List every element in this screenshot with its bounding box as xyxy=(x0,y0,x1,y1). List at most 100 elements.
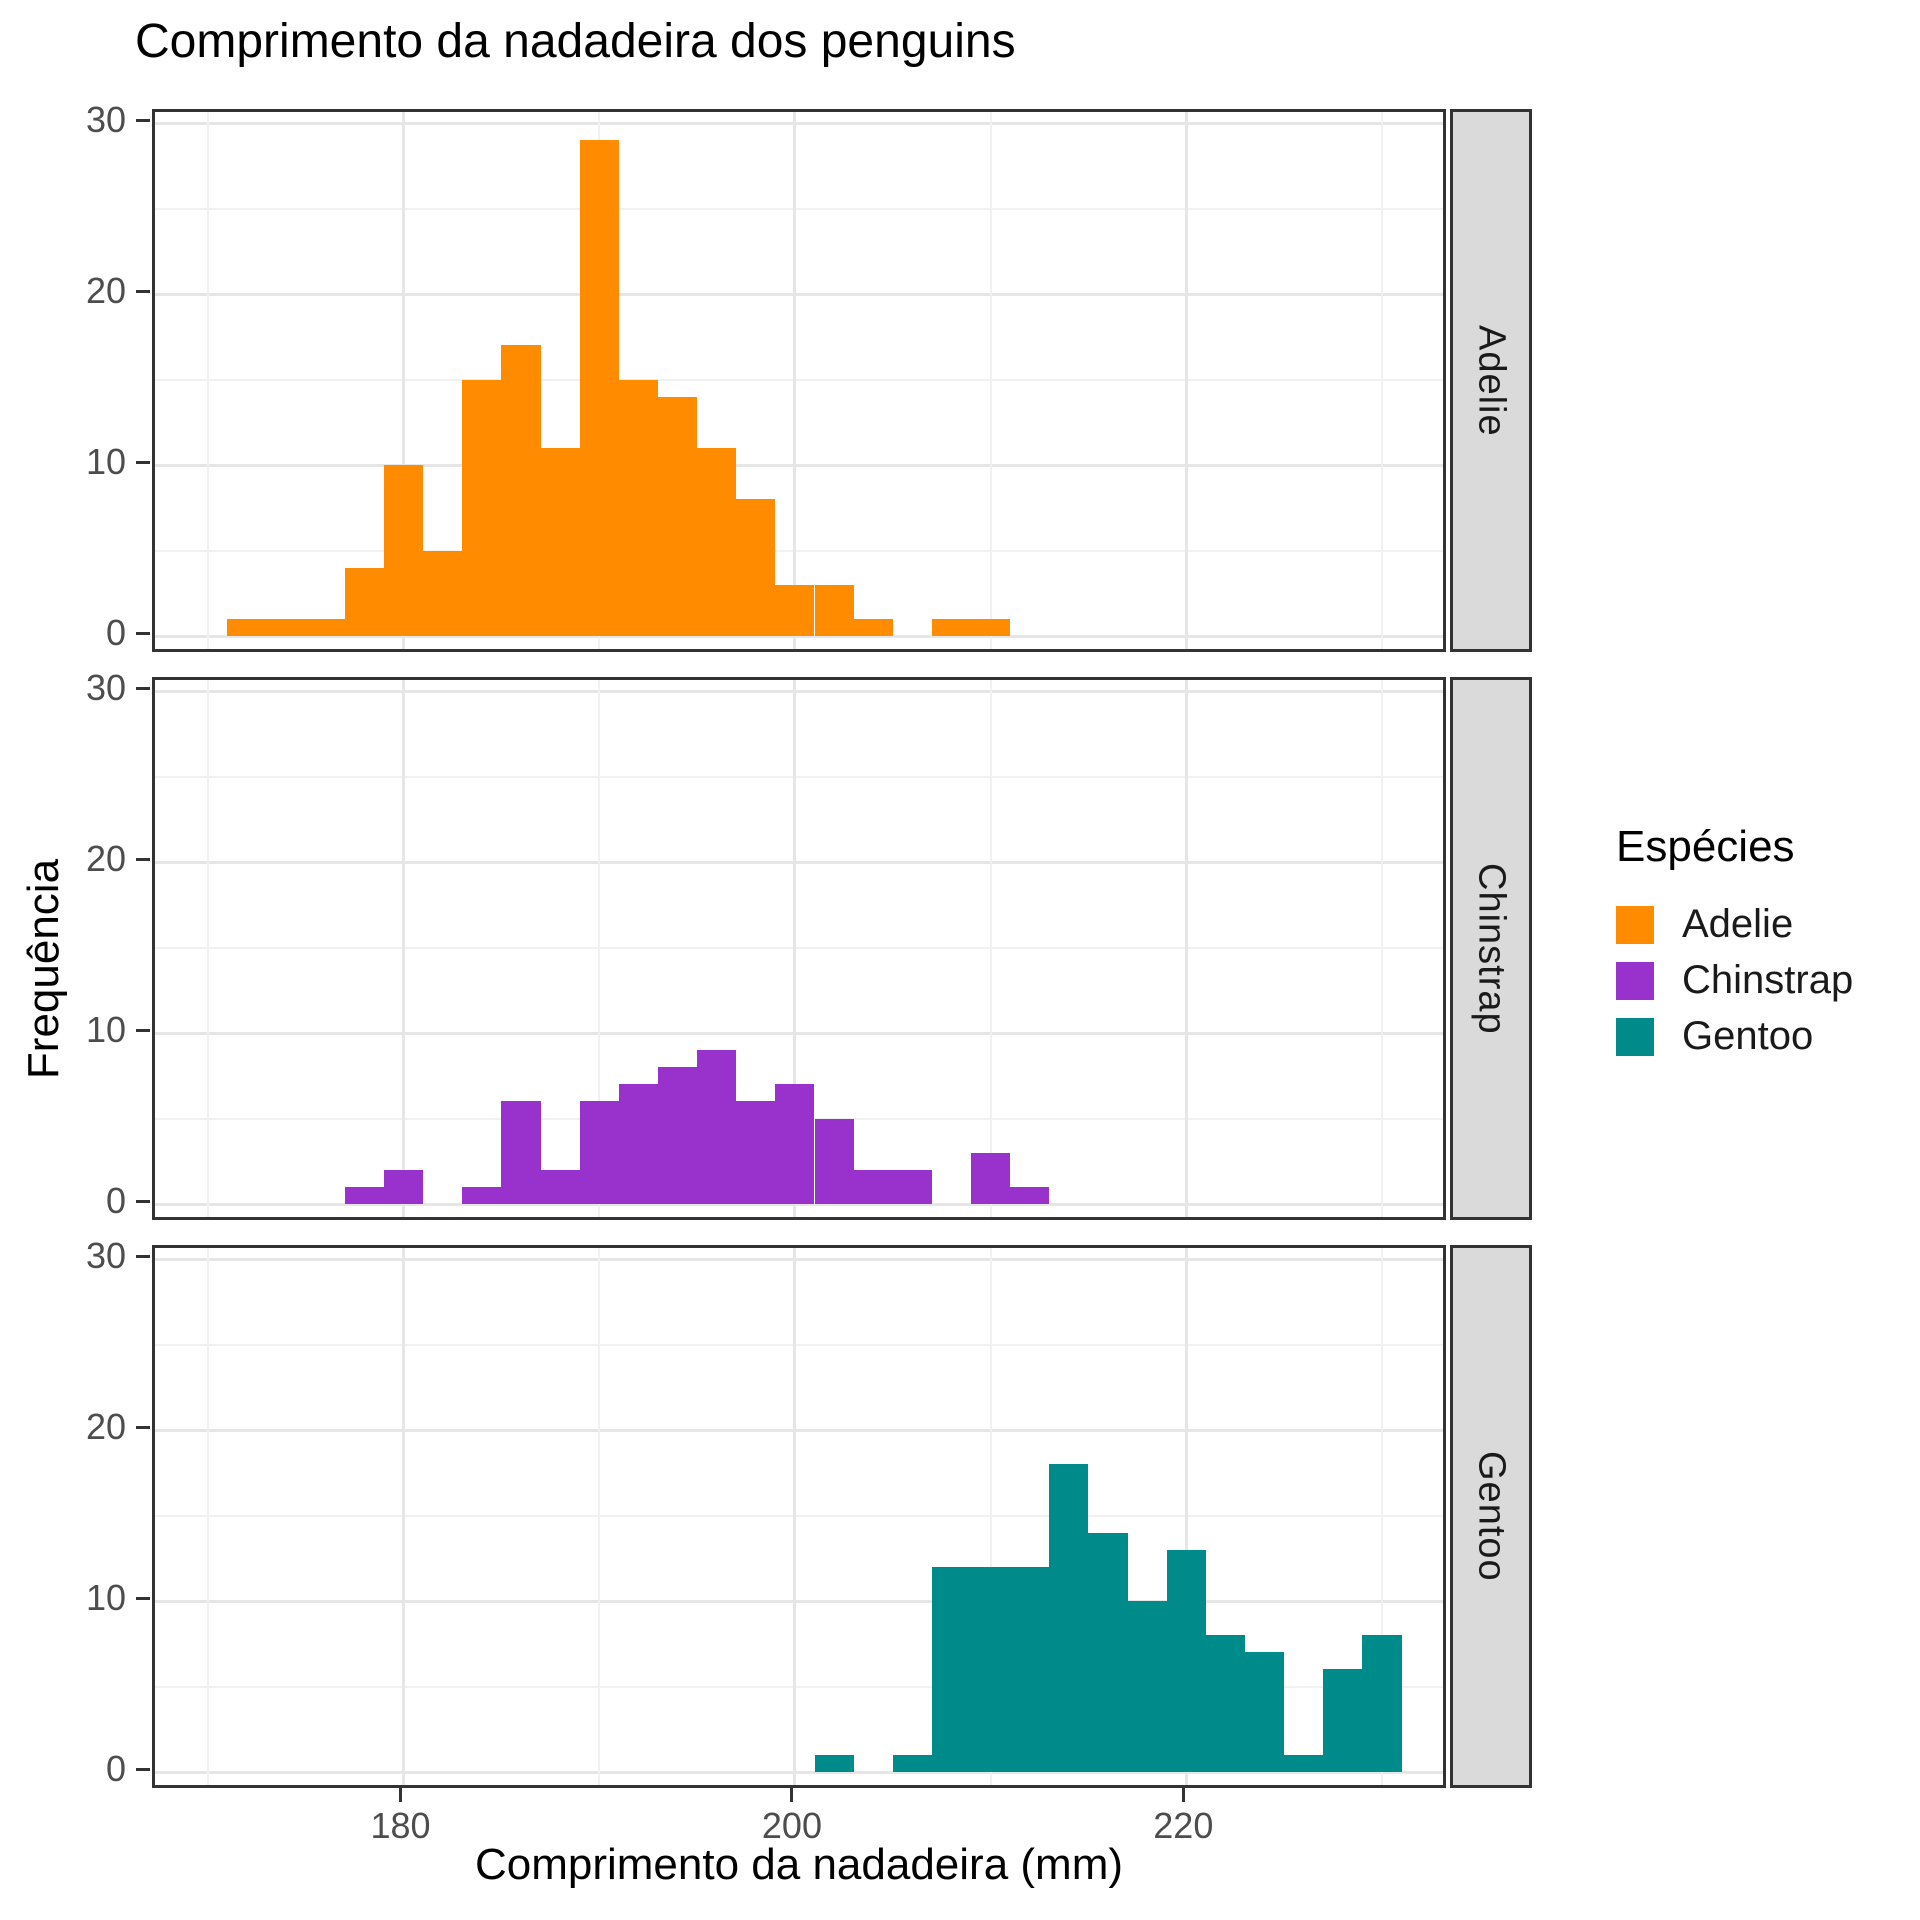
gridline-y-minor xyxy=(155,549,1443,552)
legend-key-swatch xyxy=(1616,1017,1654,1056)
y-tick-label: 20 xyxy=(85,838,126,879)
facet-strip-gentoo: Gentoo xyxy=(1450,1245,1532,1788)
gridline-x-minor xyxy=(598,1248,601,1785)
gridline-x-minor xyxy=(598,680,601,1217)
facet-panel-adelie xyxy=(152,109,1446,652)
legend-key-swatch xyxy=(1616,961,1654,1000)
histogram-bar xyxy=(971,618,1011,636)
histogram-bar xyxy=(266,618,306,636)
gridline-y-minor xyxy=(155,946,1443,949)
histogram-bar xyxy=(1049,1464,1089,1772)
gridline-y-minor xyxy=(155,378,1443,381)
histogram-bar xyxy=(1010,1186,1050,1204)
gridline-x-major xyxy=(793,1248,797,1785)
gridline-x-major xyxy=(402,112,406,649)
histogram-bar xyxy=(1088,1532,1128,1772)
y-tick-mark xyxy=(136,1596,150,1600)
y-tick-label: 20 xyxy=(85,1406,126,1447)
histogram-bar xyxy=(814,1118,854,1204)
gridline-y-minor xyxy=(155,775,1443,778)
x-tick-label: 180 xyxy=(370,1805,431,1846)
gridline-x-minor xyxy=(1381,680,1384,1217)
legend-entry-label: Gentoo xyxy=(1682,1014,1814,1058)
gridline-x-major xyxy=(1184,112,1188,649)
histogram-bar xyxy=(1166,1549,1206,1772)
histogram-bar xyxy=(853,618,893,636)
y-tick-label: 0 xyxy=(105,1180,126,1221)
y-tick-label: 10 xyxy=(85,1009,126,1050)
histogram-bar xyxy=(501,345,541,636)
facet-panel-chinstrap xyxy=(152,677,1446,1220)
histogram-bar xyxy=(462,379,502,636)
gridline-x-minor xyxy=(206,1248,209,1785)
gridline-y-major xyxy=(155,1428,1443,1432)
x-axis-title: Comprimento da nadadeira (mm) xyxy=(474,1840,1124,1889)
histogram-bar xyxy=(853,1169,893,1204)
histogram-bar xyxy=(305,618,345,636)
gridline-y-minor xyxy=(155,207,1443,210)
x-tick-mark xyxy=(790,1788,794,1802)
histogram-bar xyxy=(423,550,463,636)
histogram-bar xyxy=(344,567,384,636)
y-tick-label: 20 xyxy=(85,270,126,311)
histogram-bar xyxy=(1323,1669,1363,1772)
y-tick-mark xyxy=(136,1199,150,1203)
gridline-y-major xyxy=(155,1257,1443,1261)
y-tick-label: 10 xyxy=(85,441,126,482)
histogram-bar xyxy=(814,1754,854,1772)
histogram-bar xyxy=(344,1186,384,1204)
x-tick-mark xyxy=(1181,1788,1185,1802)
histogram-bar xyxy=(892,1754,932,1772)
gridline-y-major xyxy=(155,689,1443,693)
y-tick-label: 30 xyxy=(85,1235,126,1276)
chart-title: Comprimento da nadadeira dos penguins xyxy=(135,15,1016,68)
histogram-bar xyxy=(1205,1635,1246,1772)
gridline-x-minor xyxy=(1381,1248,1384,1785)
histogram-bar xyxy=(618,1084,658,1204)
histogram-bar xyxy=(501,1101,541,1204)
histogram-bar xyxy=(971,1152,1011,1204)
histogram-bar xyxy=(931,618,972,636)
gridline-x-major xyxy=(793,112,797,649)
histogram-bar xyxy=(697,1050,737,1204)
gridline-y-minor xyxy=(155,1685,1443,1688)
gridline-y-major xyxy=(155,121,1443,125)
histogram-bar xyxy=(540,447,580,636)
gridline-y-major xyxy=(155,1599,1443,1603)
gridline-y-major xyxy=(155,860,1443,864)
gridline-x-major xyxy=(793,680,797,1217)
gridline-y-minor xyxy=(155,1514,1443,1517)
histogram-bar xyxy=(579,140,619,636)
legend-entry: Chinstrap xyxy=(1616,958,1853,1003)
histogram-bar xyxy=(383,465,424,636)
gridline-y-major xyxy=(155,292,1443,296)
gridline-x-minor xyxy=(989,680,992,1217)
y-tick-mark xyxy=(136,289,150,293)
y-tick-mark xyxy=(136,1254,150,1258)
histogram-bar xyxy=(1245,1652,1285,1772)
y-tick-mark xyxy=(136,857,150,861)
y-tick-mark xyxy=(136,1425,150,1429)
gridline-x-major xyxy=(1184,680,1188,1217)
x-tick-label: 200 xyxy=(761,1805,822,1846)
histogram-bar xyxy=(1284,1754,1324,1772)
legend-entry: Adelie xyxy=(1616,902,1853,947)
legend-key-swatch xyxy=(1616,905,1654,944)
gridline-x-major xyxy=(402,680,406,1217)
histogram-bar xyxy=(383,1169,424,1204)
facet-strip-adelie: Adelie xyxy=(1450,109,1532,652)
gridline-y-major xyxy=(155,463,1443,467)
facet-strip-chinstrap: Chinstrap xyxy=(1450,677,1532,1220)
gridline-x-major xyxy=(402,1248,406,1785)
histogram-bar xyxy=(814,584,854,636)
y-tick-label: 10 xyxy=(85,1577,126,1618)
y-tick-mark xyxy=(136,460,150,464)
legend-entry-label: Adelie xyxy=(1682,902,1794,946)
histogram-bar xyxy=(931,1566,972,1772)
y-tick-mark xyxy=(136,1028,150,1032)
facet-panel-gentoo xyxy=(152,1245,1446,1788)
legend-entry: Gentoo xyxy=(1616,1014,1853,1059)
y-tick-label: 0 xyxy=(105,612,126,653)
gridline-y-major xyxy=(155,634,1443,638)
